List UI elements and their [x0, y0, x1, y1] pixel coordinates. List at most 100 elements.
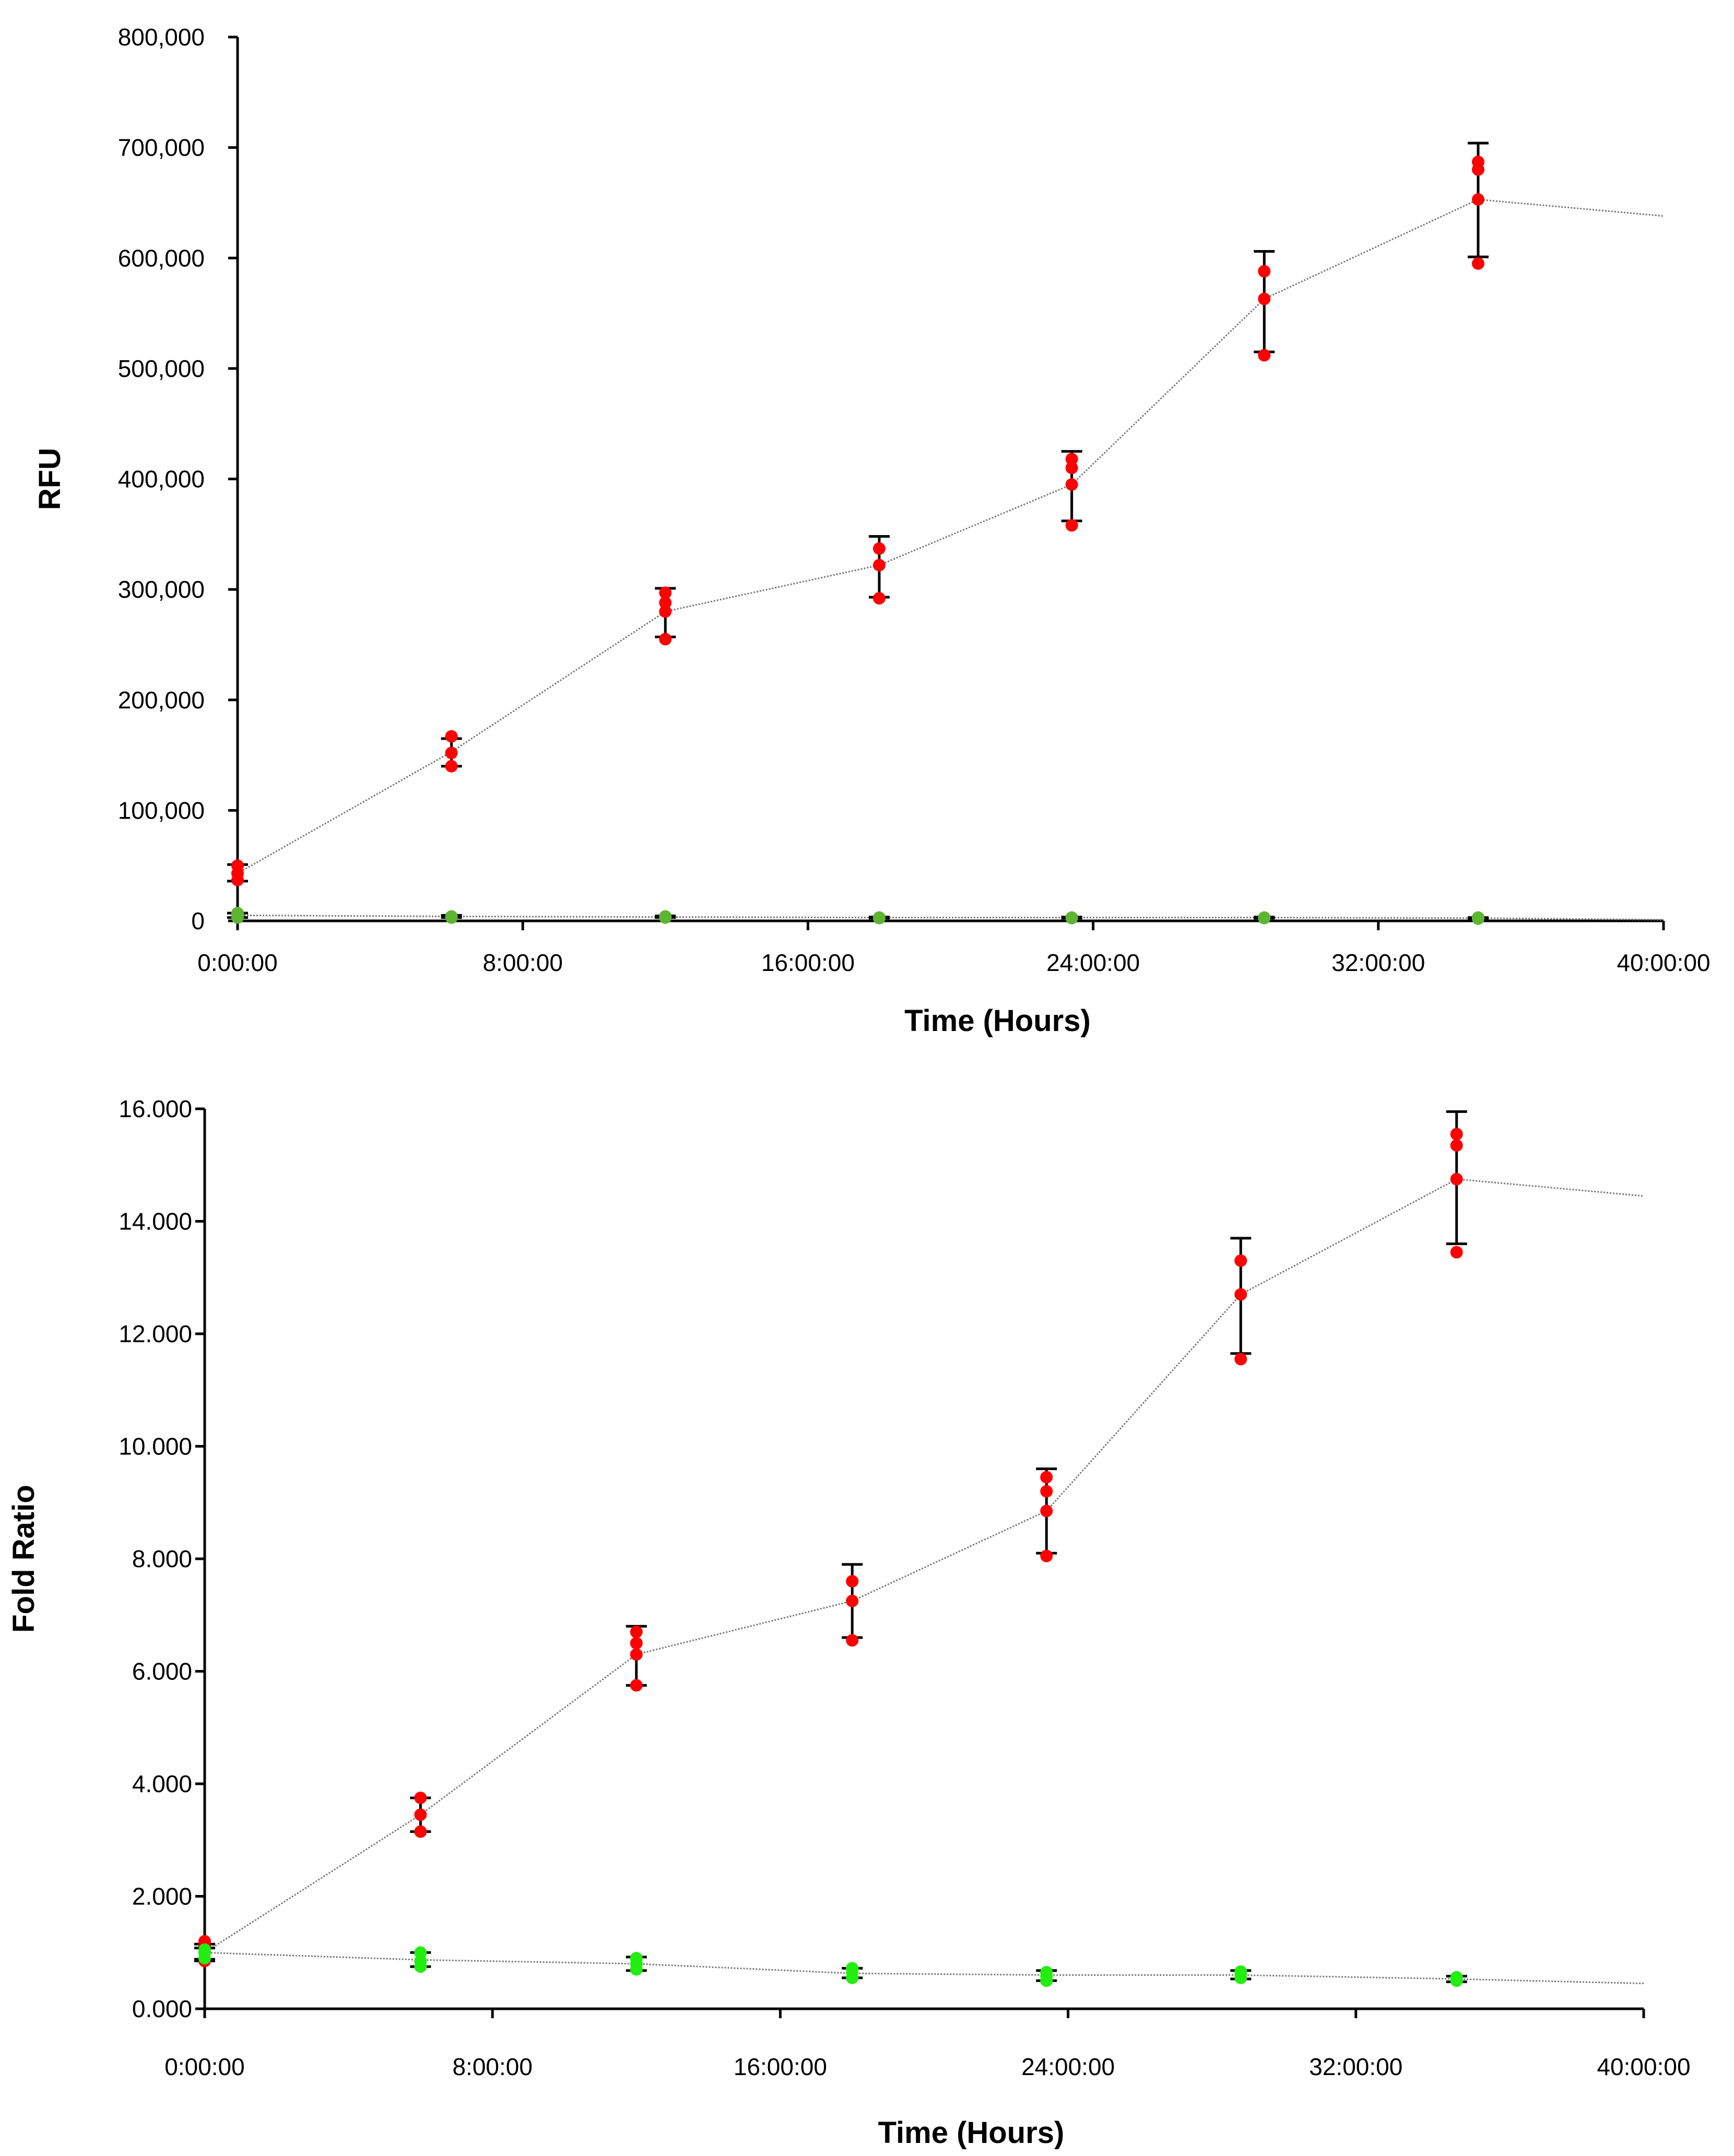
x-tick-label: 24:00:00	[1021, 2053, 1115, 2080]
data-point-red	[1065, 461, 1078, 475]
x-tick-label: 32:00:00	[1331, 949, 1425, 976]
x-tick-label: 16:00:00	[734, 2053, 827, 2080]
data-point-red	[1450, 1172, 1463, 1186]
data-point-red	[1258, 265, 1271, 278]
y-tick-label: 500,000	[118, 355, 205, 382]
data-point-red	[1234, 1288, 1247, 1301]
y-tick-label: 4.000	[132, 1770, 192, 1797]
y-tick-label: 0.000	[132, 1995, 192, 2022]
y-tick-label: 12.000	[119, 1320, 192, 1347]
data-point-red	[1040, 1549, 1053, 1562]
data-point-red	[846, 1594, 859, 1607]
x-tick-label: 0:00:00	[164, 2053, 244, 2080]
data-point-red	[1450, 1246, 1463, 1259]
y-axis-title: RFU	[33, 448, 67, 510]
data-point-red	[872, 559, 886, 572]
series-green	[194, 1943, 1644, 1987]
series-line-red	[204, 1178, 1644, 1953]
data-point-green	[630, 1952, 643, 1965]
x-tick-label: 8:00:00	[482, 949, 562, 976]
data-point-green	[445, 910, 458, 923]
data-point-red	[1065, 519, 1078, 532]
data-point-red	[659, 596, 672, 609]
data-point-red	[630, 1637, 643, 1650]
data-point-red	[846, 1575, 859, 1588]
data-point-red	[1040, 1485, 1053, 1498]
data-point-red	[1450, 1128, 1463, 1141]
y-tick-label: 400,000	[118, 466, 205, 493]
data-point-red	[872, 592, 886, 605]
series-green	[227, 907, 1664, 925]
chart-1: 0 100,000 200,000 300,000 400,000 500,000 600,…	[33, 23, 1711, 1038]
data-point-red	[630, 1626, 643, 1639]
data-point-red	[1040, 1471, 1053, 1484]
y-tick-label: 16.000	[119, 1095, 192, 1122]
data-point-red	[1234, 1254, 1247, 1267]
data-point-green	[1065, 911, 1078, 924]
y-tick-label: 2.000	[132, 1883, 192, 1910]
data-point-red	[1450, 1139, 1463, 1152]
y-tick-label: 700,000	[118, 134, 205, 161]
data-point-green	[1258, 911, 1271, 924]
data-point-green	[872, 911, 886, 924]
data-point-red	[1471, 193, 1484, 206]
data-point-red	[414, 1791, 427, 1804]
y-tick-label: 6.000	[132, 1658, 192, 1685]
data-point-green	[1471, 911, 1484, 924]
data-point-red	[872, 542, 886, 555]
x-tick-label: 40:00:00	[1597, 2053, 1690, 2080]
data-point-red	[1065, 478, 1078, 491]
data-point-red	[445, 760, 458, 773]
data-point-red	[414, 1825, 427, 1838]
data-point-red	[1471, 257, 1484, 270]
data-point-green	[231, 907, 244, 920]
x-tick-label: 0:00:00	[197, 949, 277, 976]
data-point-red	[1258, 292, 1271, 305]
data-point-red	[630, 1679, 643, 1692]
data-point-red	[1471, 156, 1484, 169]
data-point-red	[231, 859, 244, 872]
series-line-green	[204, 1951, 1644, 1985]
data-point-red	[1258, 349, 1271, 362]
data-point-red	[445, 747, 458, 760]
x-tick-label: 24:00:00	[1046, 949, 1140, 976]
y-tick-label: 10.000	[119, 1433, 192, 1460]
y-tick-label: 200,000	[118, 686, 205, 714]
data-point-green	[1040, 1965, 1053, 1979]
data-point-green	[198, 1943, 211, 1956]
data-point-red	[445, 730, 458, 743]
series-red	[194, 1110, 1644, 1968]
y-tick-label: 800,000	[118, 23, 205, 51]
data-point-red	[846, 1634, 859, 1647]
x-axis-title: Time (Hours)	[904, 1004, 1091, 1038]
x-tick-label: 16:00:00	[761, 949, 855, 976]
y-tick-label: 8.000	[132, 1545, 192, 1572]
data-point-red	[414, 1808, 427, 1821]
y-tick-label: 600,000	[118, 244, 205, 271]
data-point-red	[659, 605, 672, 618]
data-point-green	[414, 1946, 427, 1959]
series-line-red	[237, 198, 1664, 874]
data-point-green	[1450, 1971, 1463, 1984]
data-point-green	[1234, 1965, 1247, 1978]
data-point-green	[846, 1962, 859, 1975]
y-tick-label: 14.000	[119, 1208, 192, 1235]
data-point-red	[659, 586, 672, 599]
data-point-red	[1065, 453, 1078, 466]
data-point-red	[659, 633, 672, 646]
data-point-green	[659, 910, 672, 923]
chart-2: 0.000 2.000 4.000 6.000 8.000 10.000 12.000 14.…	[7, 1095, 1691, 2150]
x-tick-label: 40:00:00	[1617, 949, 1710, 976]
x-axis-title: Time (Hours)	[878, 2116, 1065, 2150]
data-point-red	[1234, 1353, 1247, 1366]
x-tick-label: 8:00:00	[452, 2053, 532, 2080]
x-tick-label: 32:00:00	[1309, 2053, 1402, 2080]
y-tick-label: 0	[191, 907, 205, 934]
y-tick-label: 300,000	[118, 576, 205, 603]
y-axis-title: Fold Ratio	[7, 1485, 41, 1633]
series-red	[227, 141, 1664, 886]
data-point-red	[630, 1648, 643, 1661]
data-point-red	[1040, 1505, 1053, 1518]
